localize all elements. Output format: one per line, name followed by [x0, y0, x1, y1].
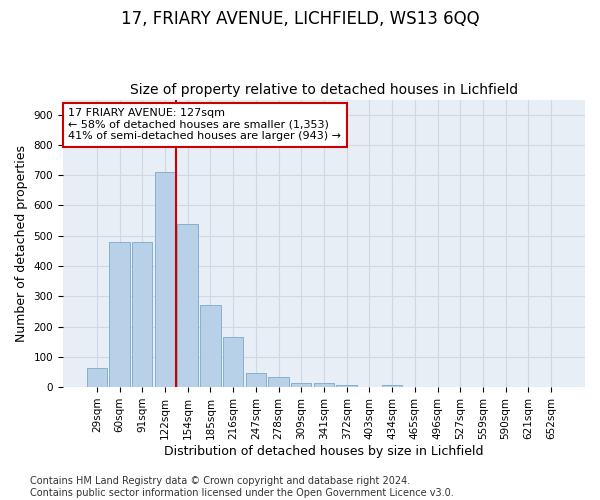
Bar — [268, 378, 289, 387]
Y-axis label: Number of detached properties: Number of detached properties — [15, 145, 28, 342]
Text: 17, FRIARY AVENUE, LICHFIELD, WS13 6QQ: 17, FRIARY AVENUE, LICHFIELD, WS13 6QQ — [121, 10, 479, 28]
Bar — [155, 172, 175, 387]
Title: Size of property relative to detached houses in Lichfield: Size of property relative to detached ho… — [130, 83, 518, 97]
Bar — [314, 383, 334, 387]
Bar — [109, 242, 130, 387]
X-axis label: Distribution of detached houses by size in Lichfield: Distribution of detached houses by size … — [164, 444, 484, 458]
Bar — [132, 242, 152, 387]
Bar — [223, 337, 244, 387]
Text: Contains HM Land Registry data © Crown copyright and database right 2024.
Contai: Contains HM Land Registry data © Crown c… — [30, 476, 454, 498]
Bar — [337, 384, 357, 387]
Bar — [200, 306, 221, 387]
Bar — [382, 385, 403, 387]
Bar — [291, 382, 311, 387]
Bar — [245, 373, 266, 387]
Text: 17 FRIARY AVENUE: 127sqm
← 58% of detached houses are smaller (1,353)
41% of sem: 17 FRIARY AVENUE: 127sqm ← 58% of detach… — [68, 108, 341, 142]
Bar — [178, 224, 198, 387]
Bar — [86, 368, 107, 387]
